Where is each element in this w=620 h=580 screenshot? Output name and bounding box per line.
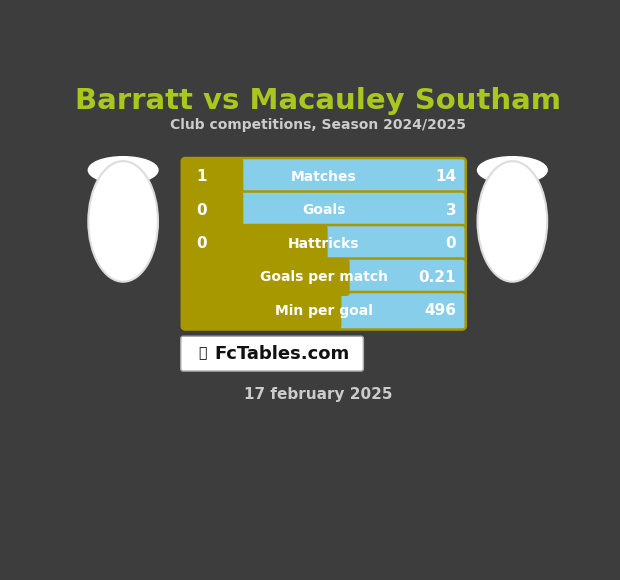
Text: 496: 496 (424, 303, 456, 318)
FancyBboxPatch shape (182, 292, 466, 329)
Text: 1: 1 (196, 169, 206, 184)
FancyBboxPatch shape (182, 292, 342, 329)
FancyBboxPatch shape (182, 191, 243, 229)
Text: 📊: 📊 (198, 347, 206, 361)
FancyBboxPatch shape (182, 259, 466, 296)
Text: 0: 0 (196, 203, 207, 218)
FancyBboxPatch shape (182, 158, 243, 195)
Text: Hattricks: Hattricks (288, 237, 360, 251)
Text: Min per goal: Min per goal (275, 304, 373, 318)
Text: 17 february 2025: 17 february 2025 (244, 387, 392, 402)
Text: 0: 0 (196, 236, 207, 251)
Text: 0.21: 0.21 (418, 270, 456, 285)
FancyBboxPatch shape (182, 225, 327, 263)
Text: FcTables.com: FcTables.com (214, 345, 349, 362)
Ellipse shape (88, 157, 158, 183)
FancyBboxPatch shape (181, 336, 363, 371)
Text: 3: 3 (446, 203, 456, 218)
Text: Barratt vs Macauley Southam: Barratt vs Macauley Southam (75, 87, 560, 115)
Text: Goals per match: Goals per match (260, 270, 388, 284)
Text: 14: 14 (435, 169, 456, 184)
Ellipse shape (477, 157, 547, 183)
Text: Goals: Goals (302, 203, 345, 218)
Ellipse shape (477, 161, 547, 282)
Ellipse shape (88, 161, 158, 282)
FancyBboxPatch shape (182, 225, 466, 263)
FancyBboxPatch shape (182, 259, 350, 296)
FancyBboxPatch shape (182, 191, 466, 229)
Text: Club competitions, Season 2024/2025: Club competitions, Season 2024/2025 (170, 118, 466, 132)
FancyBboxPatch shape (182, 158, 466, 195)
Text: Matches: Matches (291, 170, 356, 184)
Text: 0: 0 (446, 236, 456, 251)
